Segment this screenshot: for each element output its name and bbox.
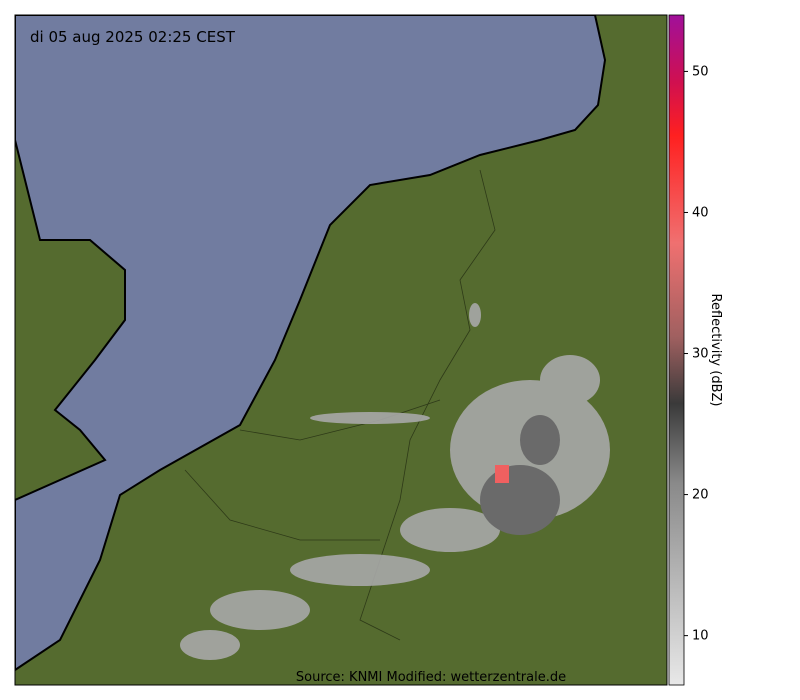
timestamp: di 05 aug 2025 02:25 CEST (30, 28, 236, 46)
borders (184, 169, 496, 641)
colorbar (668, 14, 685, 686)
colorbar-tick-label: 20 (692, 488, 709, 503)
map (15, 15, 667, 685)
radar-echo-max (495, 465, 509, 483)
colorbar-tick-label: 40 (692, 205, 709, 220)
colorbar-tick-label: 10 (692, 629, 709, 644)
map-frame (14, 14, 668, 686)
radar-echoes-strong (480, 415, 560, 535)
sea (15, 15, 607, 672)
colorbar-tick-label: 30 (692, 347, 709, 362)
colorbar-tick-label: 50 (692, 64, 709, 79)
source-credit: Source: KNMI Modified: wetterzentrale.de (296, 670, 566, 685)
colorbar-label: Reflectivity (dBZ) (708, 294, 723, 407)
